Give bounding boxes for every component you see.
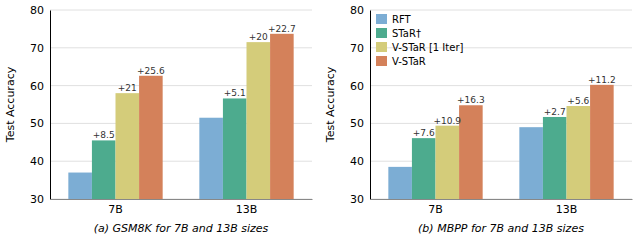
bar: [139, 76, 163, 199]
y-tick-label: 70: [350, 42, 364, 55]
annotation: +21: [118, 83, 137, 93]
y-axis-title: Test Accuracy: [324, 66, 337, 143]
legend-swatch: [376, 42, 387, 52]
y-tick-label: 60: [30, 80, 44, 93]
bar: [247, 42, 271, 199]
annotation: +11.2: [588, 75, 616, 85]
bars: [388, 85, 613, 199]
x-axis-line: [51, 199, 313, 200]
bar: [590, 85, 614, 199]
grid: [370, 10, 632, 199]
legend-item: V-STaR [1 Iter]: [376, 42, 463, 53]
y-tick: 80: [350, 4, 370, 17]
bar: [388, 167, 412, 199]
legend-label: V-STaR [1 Iter]: [392, 42, 463, 53]
annotations: +7.6 +2.7 +10.9 +5.6 +16.3 +11.2: [413, 75, 616, 138]
y-tick-label: 50: [350, 117, 364, 130]
y-tick: 50: [350, 117, 370, 130]
bar: [412, 138, 436, 199]
y-tick-label: 40: [350, 155, 364, 168]
y-tick: 40: [350, 155, 370, 168]
legend-item: STaR†: [376, 28, 421, 39]
bar: [543, 117, 567, 199]
x-axis-title: (b) MBPP for 7B and 13B sizes: [418, 222, 584, 235]
y-tick-label: 30: [30, 193, 44, 206]
annotation: +2.7: [544, 107, 566, 117]
y-tick-label: 80: [350, 4, 364, 17]
x-tick: 7B: [108, 199, 123, 216]
annotation: +25.6: [137, 66, 165, 76]
legend-label: RFT: [392, 14, 412, 25]
annotation: +8.5: [93, 130, 115, 140]
x-tick: 7B: [428, 199, 443, 216]
annotations: +8.5 +5.1 +21 +20 +25.6 +22.7: [93, 24, 296, 141]
annotation: +10.9: [433, 116, 461, 126]
grid-line: [50, 10, 312, 11]
annotation: +5.6: [567, 96, 589, 106]
bar: [436, 126, 460, 199]
y-axis-title: Test Accuracy: [4, 66, 17, 143]
y-tick-label: 30: [350, 193, 364, 206]
grid: [50, 10, 312, 199]
annotation: +20: [249, 32, 268, 42]
y-tick-label: 40: [30, 155, 44, 168]
y-tick: 60: [30, 80, 50, 93]
y-tick: 40: [30, 155, 50, 168]
x-axis-line: [371, 199, 633, 200]
x-axis-title: (a) GSM8K for 7B and 13B sizes: [94, 222, 269, 235]
y-axis-line: [50, 11, 51, 200]
x-tick: 13B: [556, 199, 578, 216]
chart: 30 40 50 60 70 80 +8.5 +5.1 +21 +20 +25.6 +22.7 7B 13…: [0, 0, 640, 239]
legend-item: V-STaR: [376, 56, 426, 67]
y-tick: 50: [30, 117, 50, 130]
y-tick-label: 70: [30, 42, 44, 55]
y-axis: 30 40 50 60 70 80: [30, 4, 51, 206]
bar: [567, 106, 591, 199]
y-tick-label: 50: [30, 117, 44, 130]
bar: [68, 173, 92, 199]
annotation: +7.6: [413, 128, 435, 138]
legend: RFT STaR† V-STaR [1 Iter] V-STaR: [376, 14, 463, 67]
bar: [519, 127, 543, 199]
x-axis: 7B 13B: [371, 199, 633, 216]
bar: [92, 140, 116, 199]
x-tick-label: 13B: [236, 203, 258, 216]
legend-swatch: [376, 14, 387, 24]
x-tick: 13B: [236, 199, 258, 216]
y-axis-line: [370, 11, 371, 200]
y-tick: 60: [350, 80, 370, 93]
x-tick-label: 7B: [428, 203, 443, 216]
legend-swatch: [376, 28, 387, 38]
y-tick: 70: [30, 42, 50, 55]
grid-line: [370, 10, 632, 11]
legend-label: V-STaR: [392, 56, 426, 67]
y-axis: 30 40 50 60 70 80: [350, 4, 371, 206]
panel: 30 40 50 60 70 80 +8.5 +5.1 +21 +20 +25.6 +22.7 7B 13…: [4, 4, 313, 235]
annotation: +16.3: [457, 95, 485, 105]
x-axis: 7B 13B: [51, 199, 313, 216]
bar: [223, 98, 247, 199]
legend-item: RFT: [376, 14, 412, 25]
panel: 30 40 50 60 70 80 +7.6 +2.7 +10.9 +5.6 +16.3 +11.2 7…: [324, 4, 633, 235]
x-tick-label: 13B: [556, 203, 578, 216]
legend-swatch: [376, 56, 387, 66]
bar: [116, 93, 140, 199]
annotation: +22.7: [268, 24, 296, 34]
bar: [199, 118, 223, 199]
bar: [270, 34, 294, 199]
y-tick: 30: [350, 193, 370, 206]
bar: [459, 105, 483, 199]
y-tick-label: 60: [350, 80, 364, 93]
annotation: +5.1: [224, 88, 246, 98]
y-tick: 70: [350, 42, 370, 55]
x-tick-label: 7B: [108, 203, 123, 216]
bars: [68, 34, 293, 199]
legend-label: STaR†: [392, 28, 421, 39]
y-tick-label: 80: [30, 4, 44, 17]
y-tick: 30: [30, 193, 50, 206]
y-tick: 80: [30, 4, 50, 17]
